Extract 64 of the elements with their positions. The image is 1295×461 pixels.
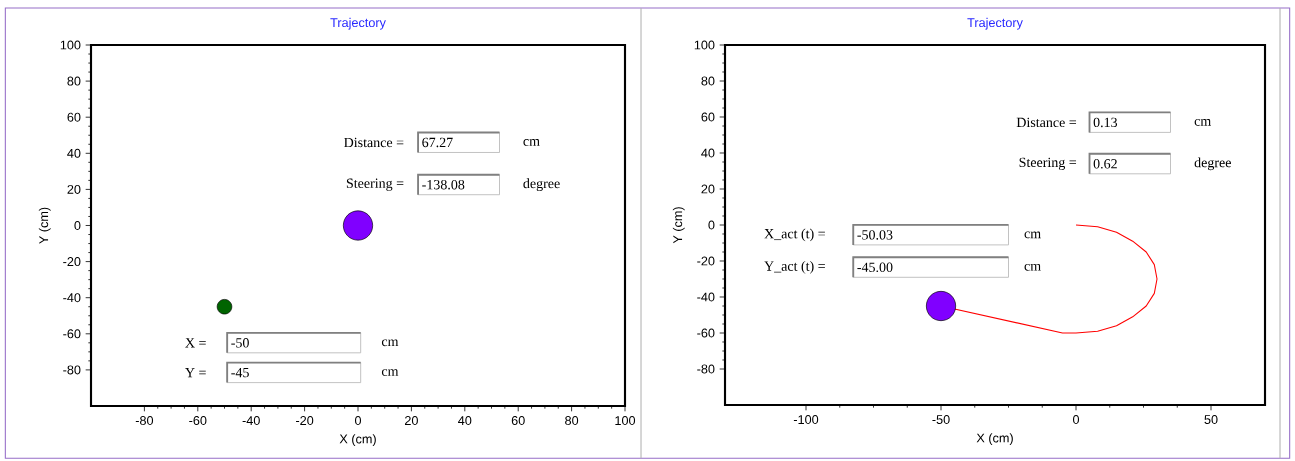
y-axis-title: Y (cm) xyxy=(672,207,685,244)
annotation: 0.13 xyxy=(1093,117,1118,128)
annotation: 0.62 xyxy=(1093,159,1117,169)
annotation: degree xyxy=(523,178,560,192)
annotation: cm xyxy=(523,139,540,146)
x-tick-label: -60 xyxy=(189,416,207,426)
x-tick-label: 40 xyxy=(458,416,472,426)
annotation: cm xyxy=(1024,263,1041,271)
y-tick-label: 60 xyxy=(701,112,715,122)
chart-title: Trajectory xyxy=(330,17,386,30)
annotation: Y_act (t) = xyxy=(764,260,825,274)
annotation: Distance = xyxy=(1016,117,1077,128)
y-tick-label: 20 xyxy=(701,184,715,194)
annotation: X = xyxy=(185,338,206,348)
annotation: cm xyxy=(381,339,399,347)
annotation: Steering = xyxy=(346,178,404,191)
x-axis-title: X (cm) xyxy=(976,433,1013,445)
x-tick-label: -50 xyxy=(932,415,950,425)
x-tick-label: 0 xyxy=(1072,415,1080,425)
y-tick-label: -20 xyxy=(63,257,81,267)
annotation: degree xyxy=(1194,157,1231,171)
annotation: cm xyxy=(1194,119,1211,126)
y-tick-label: 60 xyxy=(67,112,81,122)
x-tick-label: 80 xyxy=(565,416,579,426)
x-tick-label: 100 xyxy=(615,416,636,426)
annotation: X_act (t) = xyxy=(764,228,825,242)
x-tick-label: -100 xyxy=(793,415,819,425)
chart-title: Trajectory xyxy=(967,17,1023,30)
x-tick-label: -80 xyxy=(135,416,154,426)
x-tick-label: -40 xyxy=(242,416,260,426)
y-tick-label: 0 xyxy=(74,221,81,230)
y-tick-label: 20 xyxy=(67,184,81,194)
y-tick-label: -20 xyxy=(697,256,715,266)
annotation: cm xyxy=(1024,231,1041,239)
x-tick-label: -20 xyxy=(296,416,314,426)
annotation: -45.00 xyxy=(857,262,893,273)
x-axis-title: X (cm) xyxy=(339,434,376,446)
y-tick-label: -40 xyxy=(697,292,715,302)
annotation: -138.08 xyxy=(422,179,465,190)
y-tick-label: 0 xyxy=(708,220,715,230)
x-tick-label: 60 xyxy=(511,416,525,426)
x-tick-label: 0 xyxy=(354,416,362,426)
y-tick-label: -40 xyxy=(63,293,81,303)
x-tick-label: 20 xyxy=(404,416,418,426)
annotation: -50.03 xyxy=(857,230,893,240)
annotation: -45 xyxy=(231,367,249,378)
annotation: -50 xyxy=(231,338,249,348)
y-tick-label: 40 xyxy=(67,148,81,158)
y-tick-label: 80 xyxy=(701,76,715,86)
annotation: cm xyxy=(381,369,399,376)
annotation: Y = xyxy=(185,368,206,378)
y-tick-label: -60 xyxy=(697,328,715,338)
annotation: Steering = xyxy=(1019,157,1077,170)
y-tick-label: 100 xyxy=(60,40,81,50)
annotation: Distance = xyxy=(344,137,404,148)
y-tick-label: -80 xyxy=(63,365,81,375)
annotation: 67.27 xyxy=(422,137,453,148)
y-tick-label: -80 xyxy=(697,364,715,374)
y-tick-label: 100 xyxy=(694,40,715,50)
x-tick-label: 50 xyxy=(1204,415,1218,425)
y-tick-label: 40 xyxy=(701,148,715,158)
y-tick-label: -60 xyxy=(63,329,81,339)
y-tick-label: 80 xyxy=(67,76,81,86)
y-axis-title: Y (cm) xyxy=(38,207,51,244)
